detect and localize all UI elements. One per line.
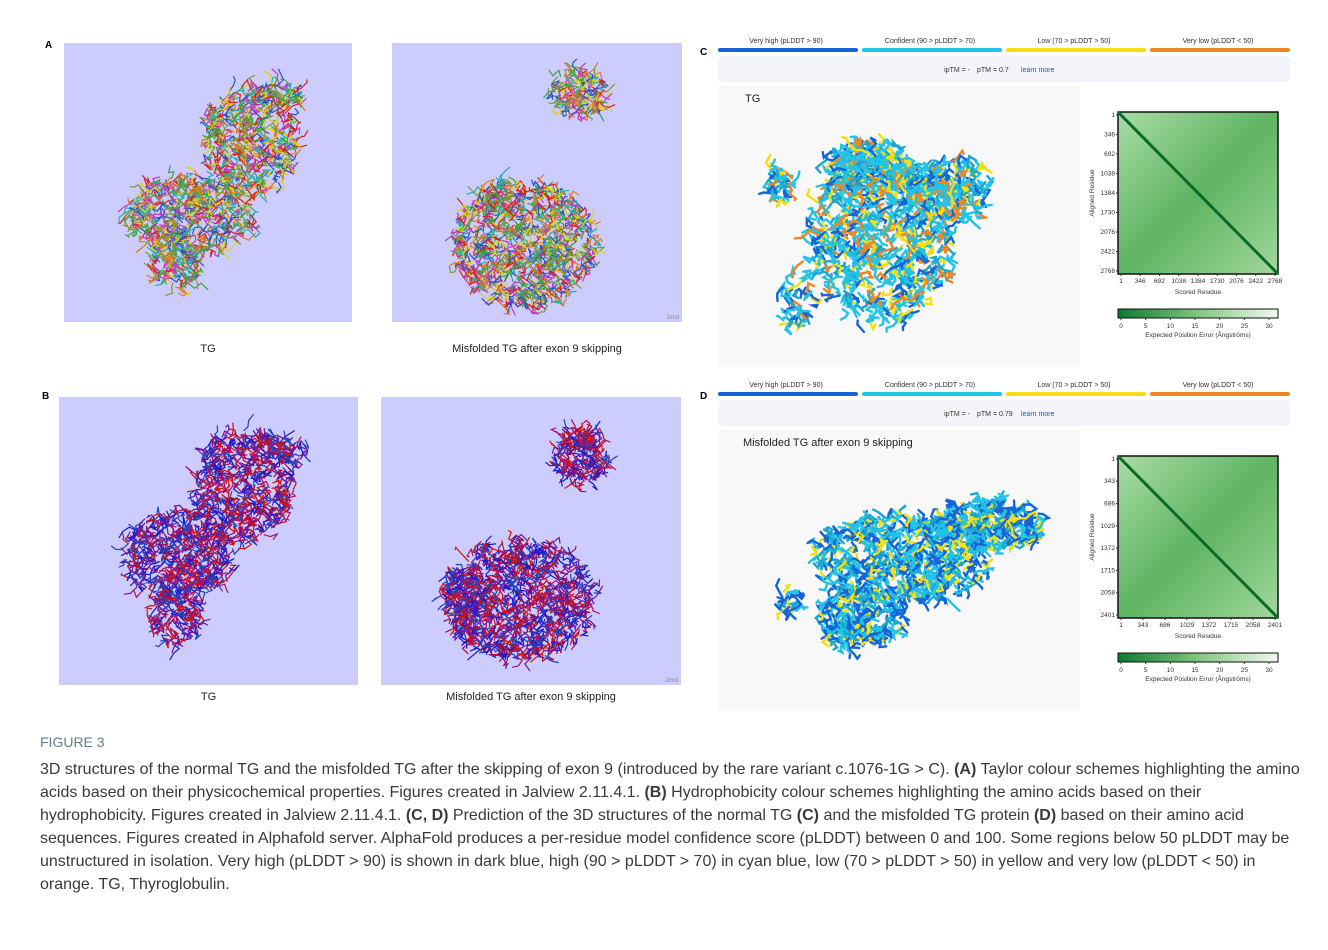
legend-bar [718,48,858,52]
image-caption: Misfolded TG after exon 9 skipping [452,343,622,355]
watermark: Jmol [665,678,678,684]
image-caption: TG [201,691,216,703]
molecule-image [64,43,352,322]
panel-label: B [42,391,49,402]
panel-label: A [45,40,52,51]
legend-label: Low (70 > pLDDT > 50) [1037,38,1110,45]
legend-bar [1006,48,1146,52]
legend-bar [1150,48,1290,52]
watermark: Jmol [666,315,679,321]
learn-more-link[interactable]: learn more [1021,67,1055,74]
image-caption: TG [200,343,215,355]
panel-label: C [700,47,707,58]
molecule-image [59,397,358,685]
molecule-image [381,397,681,685]
legend-label: Very high (pLDDT > 90) [749,38,823,45]
page: A TG Misfolded TG after exon 9 skipping Jmo… [0,0,1328,950]
image-caption: Misfolded TG after exon 9 skipping [446,691,616,703]
legend-bar [862,48,1002,52]
legend-label: Confident (90 > pLDDT > 70) [885,38,975,45]
figure: A TG Misfolded TG after exon 9 skipping Jmo… [0,0,1328,725]
ptm: pTM = 0.7 [977,67,1009,74]
iptm: ipTM = - [944,67,971,74]
legend-label: Very low (pLDDT < 50) [1183,38,1254,45]
molecule-image [392,43,682,322]
